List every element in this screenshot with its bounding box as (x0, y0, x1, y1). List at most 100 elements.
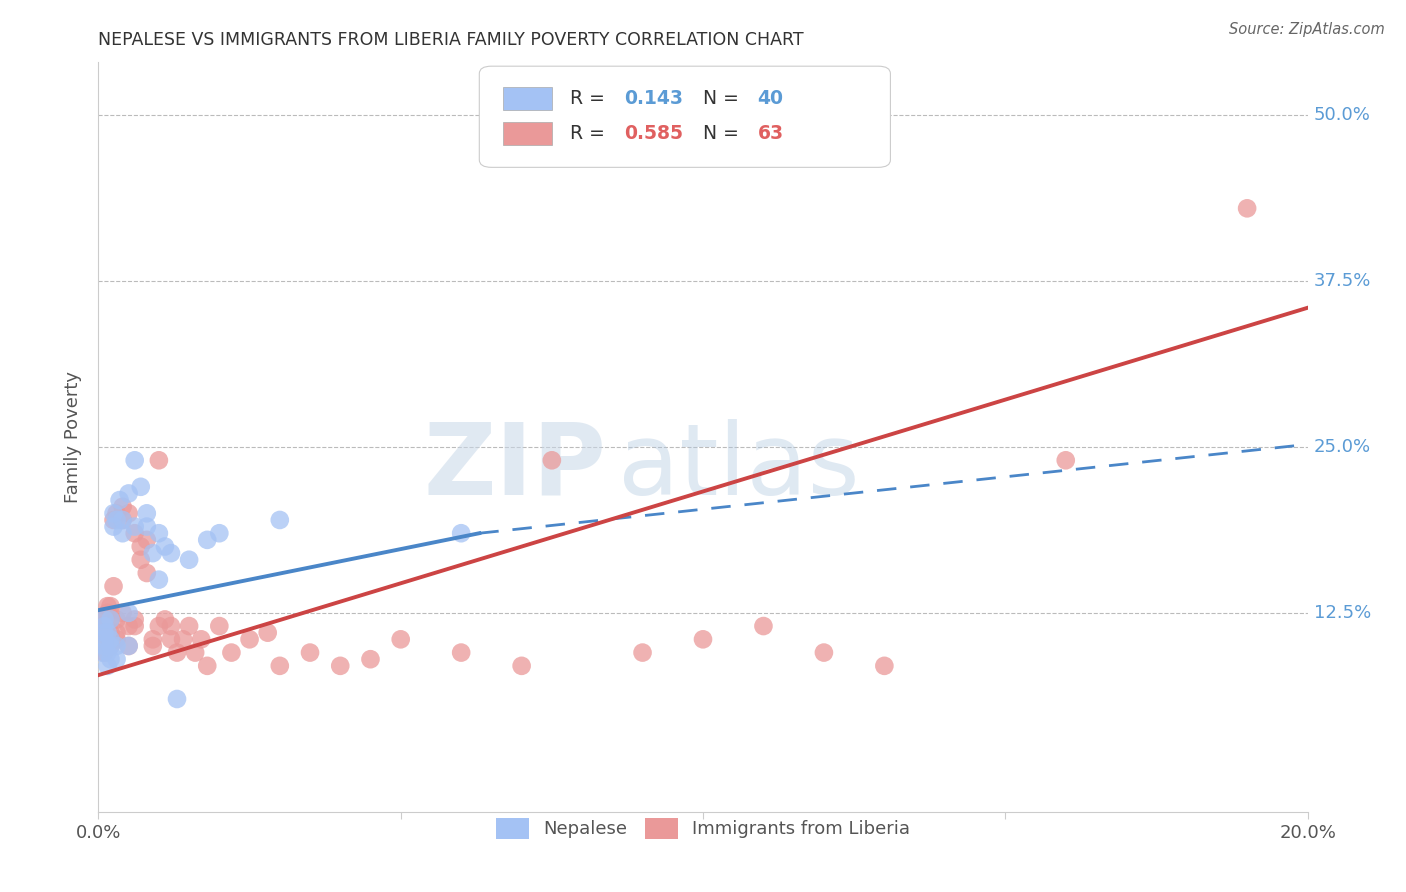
Point (195, 533, 218, 547)
Text: NEPALESE VS IMMIGRANTS FROM LIBERIA FAMILY POVERTY CORRELATION CHART: NEPALESE VS IMMIGRANTS FROM LIBERIA FAMI… (98, 31, 804, 49)
Point (135, 566, 157, 580)
Point (239, 632, 262, 647)
Point (105, 632, 128, 647)
Point (510, 658, 533, 673)
Text: N =: N = (703, 124, 745, 143)
Point (100, 625, 122, 640)
Point (118, 486, 141, 500)
Point (100, 639, 122, 653)
Point (195, 658, 218, 673)
Point (873, 658, 896, 673)
Point (93, 625, 115, 640)
Point (93, 632, 115, 647)
Point (103, 506, 125, 520)
Point (105, 639, 128, 653)
Point (135, 533, 157, 547)
Text: 40: 40 (758, 89, 783, 108)
Point (179, 619, 201, 633)
Point (160, 632, 183, 647)
Point (100, 612, 122, 626)
Point (100, 599, 122, 614)
Point (135, 506, 157, 520)
Text: N =: N = (703, 89, 745, 108)
Point (93, 646, 115, 660)
Point (100, 612, 122, 626)
Point (105, 612, 128, 626)
Point (105, 506, 128, 520)
FancyBboxPatch shape (479, 66, 890, 168)
Point (208, 526, 231, 541)
Point (93, 612, 115, 626)
Point (166, 646, 188, 660)
Point (108, 493, 131, 508)
Point (540, 453, 562, 467)
Text: 37.5%: 37.5% (1313, 272, 1371, 290)
Point (190, 632, 212, 647)
Point (111, 513, 134, 527)
Point (269, 513, 291, 527)
Point (129, 480, 152, 494)
Point (1054, 453, 1077, 467)
Point (118, 639, 141, 653)
Point (105, 625, 128, 640)
Point (118, 619, 141, 633)
Text: R =: R = (569, 124, 610, 143)
Point (148, 573, 170, 587)
Text: 25.0%: 25.0% (1313, 438, 1371, 456)
Point (124, 519, 146, 533)
Point (96, 599, 118, 614)
Point (124, 526, 146, 541)
Point (450, 646, 472, 660)
Point (90, 619, 112, 633)
Legend: Nepalese, Immigrants from Liberia: Nepalese, Immigrants from Liberia (486, 809, 920, 847)
Point (96, 646, 118, 660)
Point (153, 612, 176, 626)
Point (103, 513, 125, 527)
Point (105, 513, 128, 527)
Y-axis label: Family Poverty: Family Poverty (65, 371, 83, 503)
Point (96, 658, 118, 673)
Point (93, 639, 115, 653)
Text: 63: 63 (758, 124, 783, 143)
Point (129, 540, 152, 554)
Point (111, 606, 134, 620)
Point (166, 692, 188, 706)
Text: atlas: atlas (619, 418, 860, 516)
Point (100, 652, 122, 666)
Bar (503, 122, 551, 145)
Point (208, 619, 231, 633)
Bar (503, 87, 551, 110)
Point (299, 646, 322, 660)
Point (96, 606, 118, 620)
Point (118, 506, 141, 520)
Text: 12.5%: 12.5% (1313, 604, 1371, 622)
Point (142, 632, 165, 647)
Point (118, 639, 141, 653)
Point (93, 612, 115, 626)
Point (118, 606, 141, 620)
Point (100, 632, 122, 647)
Point (96, 625, 118, 640)
Point (124, 619, 146, 633)
Point (450, 526, 472, 541)
Point (100, 639, 122, 653)
Point (90, 646, 112, 660)
Point (111, 526, 134, 541)
Point (124, 453, 146, 467)
Point (360, 652, 382, 666)
Text: 0.143: 0.143 (624, 89, 683, 108)
Point (160, 546, 183, 560)
Point (93, 619, 115, 633)
Point (142, 639, 165, 653)
Point (692, 632, 714, 647)
Point (1236, 202, 1258, 216)
Point (111, 513, 134, 527)
Text: 0.585: 0.585 (624, 124, 683, 143)
Point (172, 632, 194, 647)
Point (103, 519, 125, 533)
Text: R =: R = (569, 89, 610, 108)
Point (111, 500, 134, 514)
Text: 50.0%: 50.0% (1313, 106, 1371, 125)
Point (184, 646, 207, 660)
Text: Source: ZipAtlas.com: Source: ZipAtlas.com (1229, 22, 1385, 37)
